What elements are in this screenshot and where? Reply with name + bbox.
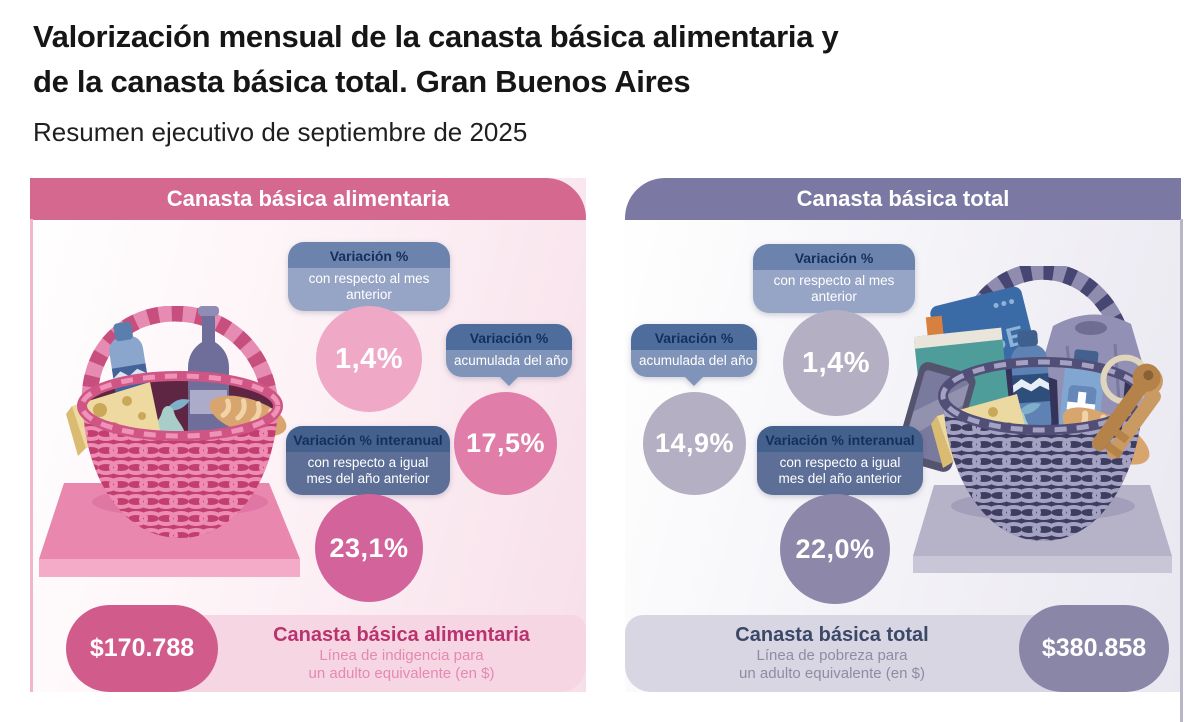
- cbt-ytd-variation-value: 14,9%: [643, 392, 746, 495]
- cbt-price-badge: $380.858: [1019, 605, 1169, 692]
- cbt-ytd-variation-subtitle: acumulada del año: [631, 350, 757, 377]
- panel-canasta-basica-total: SUBE: [625, 178, 1181, 692]
- cbt-right-edge-line: [1180, 219, 1183, 722]
- cbt-ytd-variation-title: Variación %: [631, 324, 757, 350]
- page-header: Valorización mensual de la canasta básic…: [33, 14, 839, 148]
- total-basket-illustration: SUBE: [895, 262, 1177, 579]
- cba-ytd-variation-value: 17,5%: [454, 392, 557, 495]
- cba-monthly-variation-label: Variación % con respecto al mes anterior: [288, 242, 450, 311]
- cba-price-badge: $170.788: [66, 605, 218, 692]
- cba-yoy-variation-value: 23,1%: [315, 494, 423, 602]
- cbt-yoy-variation-title: Variación % interanual: [757, 426, 923, 452]
- cbt-footer-line-1: Línea de pobreza para: [756, 647, 908, 664]
- cbt-footer-text: Canasta básica total Línea de pobreza pa…: [633, 615, 1031, 692]
- cbt-yoy-variation-subtitle: con respecto a igual mes del año anterio…: [757, 452, 923, 495]
- cba-left-edge-line: [30, 219, 33, 692]
- page-title-line-1: Valorización mensual de la canasta básic…: [33, 19, 839, 54]
- cba-footer-bar: [180, 615, 586, 692]
- cba-yoy-variation-subtitle: con respecto a igual mes del año anterio…: [286, 452, 450, 495]
- cba-monthly-variation-value: 1,4%: [316, 306, 422, 412]
- cba-ytd-variation-subtitle: acumulada del año: [446, 350, 572, 377]
- cba-panel-title: Canasta básica alimentaria: [166, 186, 450, 211]
- basket-handle: [81, 305, 279, 412]
- cba-ytd-variation-label: Variación % acumulada del año: [446, 324, 572, 377]
- cbt-monthly-variation-subtitle: con respecto al mes anterior: [753, 270, 915, 313]
- cba-footer-title: Canasta básica alimentaria: [273, 624, 530, 646]
- page-subtitle: Resumen ejecutivo de septiembre de 2025: [33, 117, 528, 147]
- cbt-panel-title-bar: Canasta básica total: [625, 178, 1181, 220]
- cbt-monthly-variation-title: Variación %: [753, 244, 915, 270]
- key-icon: [1092, 354, 1163, 459]
- cba-footer-text: Canasta básica alimentaria Línea de indi…: [225, 615, 578, 692]
- cba-monthly-variation-title: Variación %: [288, 242, 450, 268]
- food-basket-illustration: [38, 305, 304, 587]
- cbt-footer-line-2: un adulto equivalente (en $): [739, 665, 925, 682]
- cbt-footer-title: Canasta básica total: [735, 624, 929, 646]
- cba-panel-title-bar: Canasta básica alimentaria: [30, 178, 586, 220]
- cbt-yoy-variation-label: Variación % interanual con respecto a ig…: [757, 426, 923, 495]
- cbt-panel-title: Canasta básica total: [796, 186, 1010, 211]
- panel-canasta-basica-alimentaria: Canasta básica alimentaria Variación % c…: [30, 178, 586, 692]
- cba-yoy-variation-label: Variación % interanual con respecto a ig…: [286, 426, 450, 495]
- cba-monthly-variation-subtitle: con respecto al mes anterior: [288, 268, 450, 311]
- cbt-monthly-variation-label: Variación % con respecto al mes anterior: [753, 244, 915, 313]
- cbt-ytd-variation-label: Variación % acumulada del año: [631, 324, 757, 377]
- cba-ytd-variation-title: Variación %: [446, 324, 572, 350]
- cba-yoy-variation-title: Variación % interanual: [286, 426, 450, 452]
- cba-footer-line-2: un adulto equivalente (en $): [308, 665, 495, 682]
- cbt-monthly-variation-value: 1,4%: [783, 310, 889, 416]
- cbt-yoy-variation-value: 22,0%: [780, 494, 890, 604]
- cba-footer-line-1: Línea de indigencia para: [319, 647, 484, 664]
- page-title-line-2: de la canasta básica total. Gran Buenos …: [33, 64, 691, 99]
